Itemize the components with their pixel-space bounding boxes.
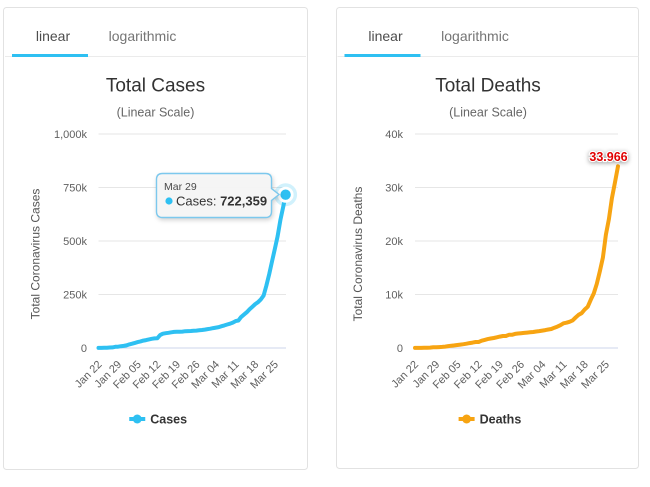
svg-text:0: 0	[397, 343, 403, 355]
svg-text:20k: 20k	[385, 236, 403, 248]
svg-text:10k: 10k	[385, 290, 403, 302]
svg-text:linear: linear	[36, 28, 71, 44]
svg-text:logarithmic: logarithmic	[109, 28, 177, 44]
svg-text:Cases: Cases	[150, 413, 187, 427]
svg-text:Total Deaths: Total Deaths	[435, 76, 541, 97]
svg-text:Cases: 722,359: Cases: 722,359	[176, 194, 267, 209]
svg-text:40k: 40k	[385, 129, 403, 141]
svg-text:1,000k: 1,000k	[54, 129, 88, 141]
svg-text:logarithmic: logarithmic	[441, 28, 509, 44]
svg-text:30k: 30k	[385, 183, 403, 195]
svg-text:750k: 750k	[63, 183, 87, 195]
svg-text:Total Cases: Total Cases	[106, 76, 205, 97]
svg-text:Mar 29: Mar 29	[164, 181, 197, 193]
svg-text:Total Coronavirus Cases: Total Coronavirus Cases	[29, 189, 43, 320]
svg-text:linear: linear	[368, 28, 403, 44]
svg-text:500k: 500k	[63, 236, 87, 248]
svg-text:Total Coronavirus Deaths: Total Coronavirus Deaths	[351, 187, 365, 322]
svg-text:33.966: 33.966	[589, 150, 627, 164]
svg-text:250k: 250k	[63, 290, 87, 302]
svg-text:(Linear Scale): (Linear Scale)	[449, 106, 527, 120]
svg-text:(Linear Scale): (Linear Scale)	[117, 106, 195, 120]
svg-text:Deaths: Deaths	[480, 413, 522, 427]
svg-text:0: 0	[81, 343, 87, 355]
